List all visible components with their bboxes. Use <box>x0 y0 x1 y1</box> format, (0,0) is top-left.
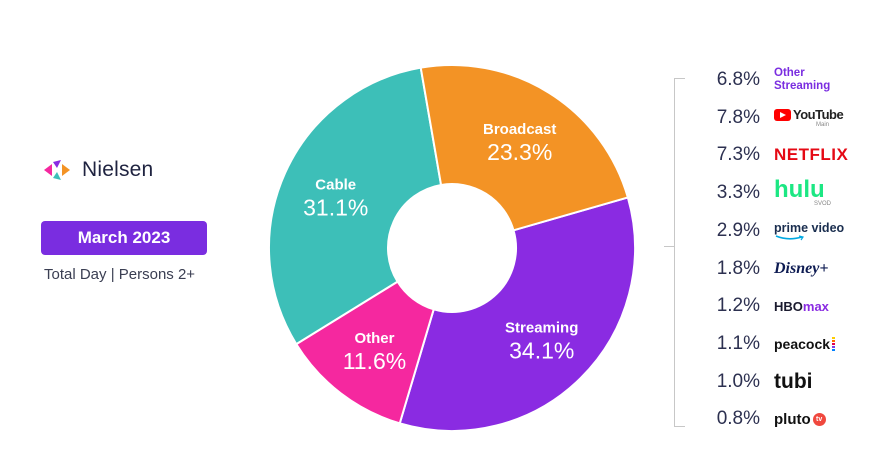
nielsen-brand: Nielsen <box>42 158 153 182</box>
platform-logo-hbo-max: HBOmax <box>774 298 829 314</box>
slice-label-streaming: Streaming <box>505 320 578 337</box>
breakdown-row: 1.1% peacock <box>690 326 890 362</box>
platform-logo-tubi: tubi <box>774 369 813 393</box>
breakdown-row: 7.8% YouTube Main <box>690 100 890 136</box>
slice-value-other: 11.6% <box>343 348 407 374</box>
slice-label-cable: Cable <box>315 177 356 194</box>
breakdown-row: 3.3% hulu SVOD <box>690 175 890 211</box>
breakdown-row: 0.8% pluto tv <box>690 401 890 437</box>
brand-name: Nielsen <box>82 158 154 181</box>
platform-logo-prime-video: prime video <box>774 213 844 249</box>
platform-logo-netflix: NETFLIX <box>774 145 849 165</box>
slice-value-broadcast: 23.3% <box>487 139 552 165</box>
breakdown-row: 2.9% prime video <box>690 213 890 249</box>
breakdown-bracket <box>674 78 685 427</box>
breakdown-value: 0.8% <box>716 408 760 430</box>
platform-logo-hulu: hulu SVOD <box>774 176 832 208</box>
breakdown-value: 6.8% <box>716 69 760 90</box>
breakdown-row: 1.0% tubi <box>690 364 890 400</box>
breakdown-bracket-tick <box>664 246 675 247</box>
platform-logo-youtube: YouTube Main <box>774 100 844 136</box>
slice-streaming <box>398 196 636 432</box>
slice-cable <box>268 66 443 346</box>
platform-logo-other-streaming: Other Streaming <box>774 67 831 92</box>
breakdown-value: 1.1% <box>716 332 760 354</box>
platform-logo-pluto-tv: pluto tv <box>774 401 826 437</box>
breakdown-value: 2.9% <box>716 219 760 241</box>
breakdown-row: 1.8% Disney+ <box>690 251 890 287</box>
nielsen-logo-icon <box>44 160 70 180</box>
breakdown-value: 1.8% <box>716 257 760 279</box>
date-badge: March 2023 <box>41 221 207 255</box>
breakdown-value: 7.3% <box>716 144 760 166</box>
slice-value-streaming: 34.1% <box>509 338 574 364</box>
breakdown-value: 1.0% <box>716 370 760 392</box>
audience-subtitle: Total Day | Persons 2+ <box>44 266 196 283</box>
slice-value-cable: 31.1% <box>303 195 368 221</box>
platform-logo-disney: Disney+ <box>774 259 829 277</box>
breakdown-row: 7.3% NETFLIX <box>690 137 890 173</box>
slice-label-broadcast: Broadcast <box>483 121 556 138</box>
slice-other <box>294 280 435 425</box>
breakdown-value: 7.8% <box>716 106 760 128</box>
breakdown-value: 3.3% <box>716 182 760 204</box>
slice-broadcast <box>419 64 630 232</box>
platform-logo-peacock: peacock <box>774 326 836 362</box>
breakdown-row: 1.2% HBOmax <box>690 288 890 324</box>
breakdown-value: 1.2% <box>716 295 760 317</box>
slice-label-other: Other <box>354 330 394 347</box>
breakdown-row: 6.8% Other Streaming <box>690 62 890 98</box>
